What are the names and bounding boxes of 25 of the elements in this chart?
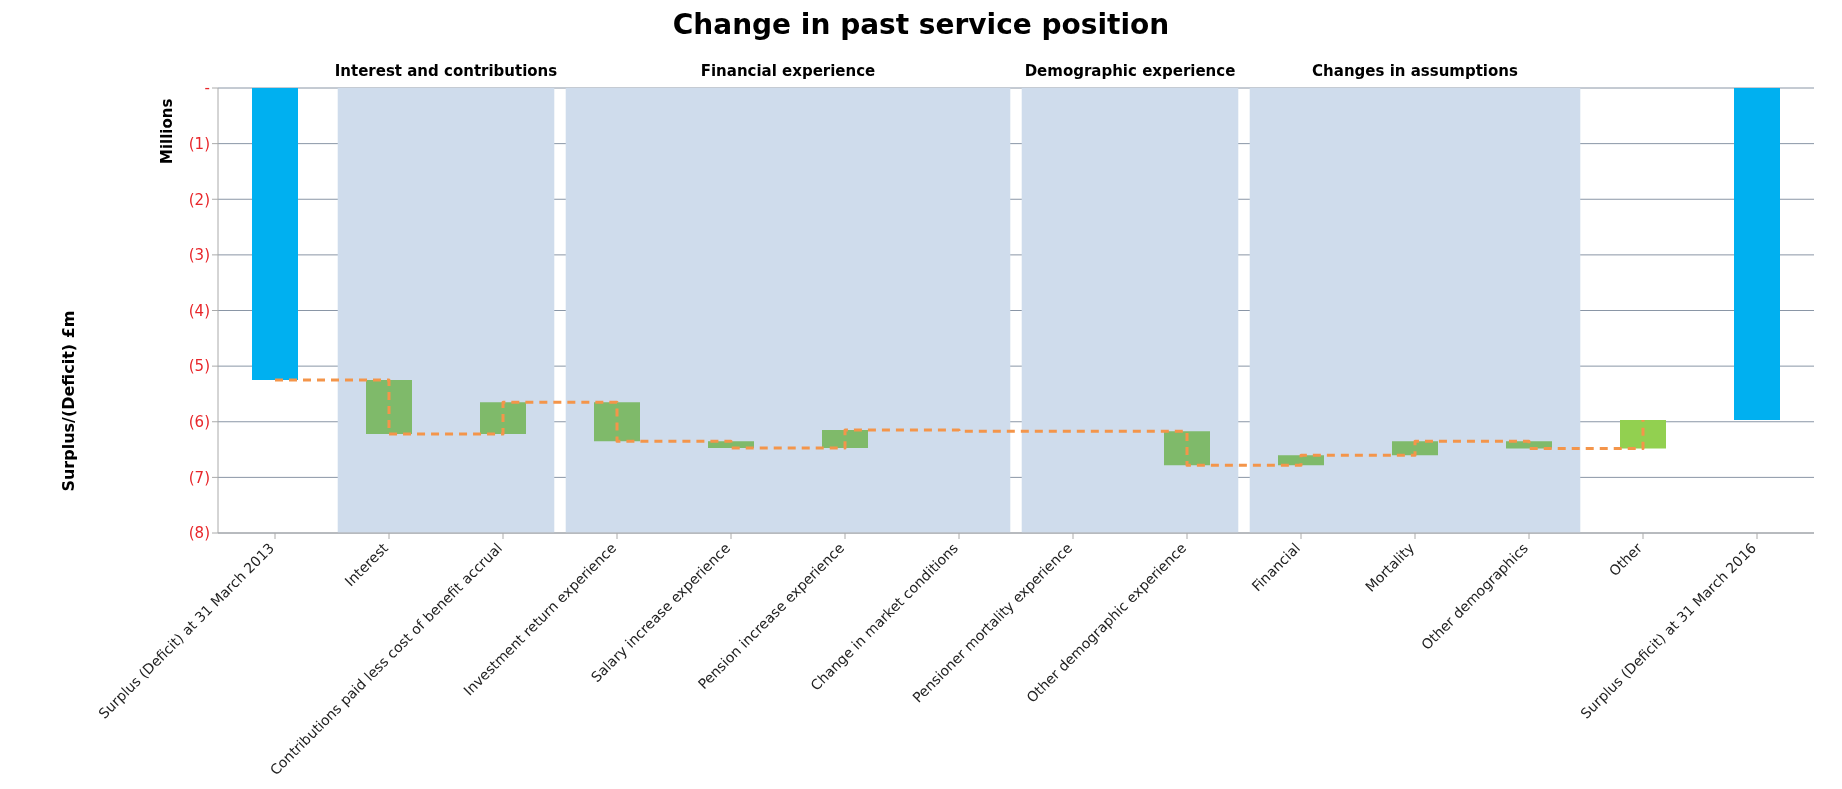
bar [1620,420,1666,449]
y-tick-label: - [204,79,210,98]
bar [1164,431,1210,466]
y-tick-label: (6) [188,413,210,432]
chart-title: Change in past service position [671,8,1171,43]
y-tick-label: (4) [188,301,210,320]
bar [252,88,298,381]
y-axis-title: Surplus/(Deficit) £m [58,310,78,492]
text: Millions [158,98,176,164]
bar [480,402,526,434]
band-label: Financial experience [700,62,876,80]
band-label: Interest and contributions [334,62,558,80]
y-tick-label: (3) [188,246,210,265]
y-tick-label: (2) [188,190,210,209]
bar [1392,441,1438,456]
band-label: Changes in assumptions [1312,62,1518,80]
bar [822,430,868,448]
bar [366,380,412,434]
y-tick-label: (8) [188,524,210,543]
y-tick-label: (5) [188,357,210,376]
y-tick-label: (7) [188,468,210,487]
y-tick-label: (1) [188,134,210,153]
bar [594,402,640,442]
bar [1734,88,1780,421]
band-label: Demographic experience [1024,62,1236,80]
